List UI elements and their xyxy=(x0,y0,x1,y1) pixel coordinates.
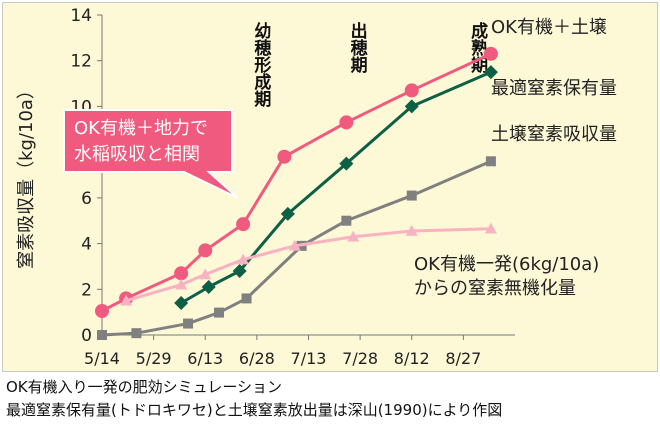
x-tick-label: 5/14 xyxy=(84,349,120,368)
data-point-triangle xyxy=(199,268,212,280)
series-label: 土壌窒素吸収量 xyxy=(491,124,617,145)
callout-text: OK有機＋地力で xyxy=(74,118,208,139)
data-point-triangle xyxy=(405,225,418,236)
data-point-diamond xyxy=(404,99,419,114)
data-point-circle xyxy=(174,266,189,281)
y-tick-label: 6 xyxy=(81,189,92,209)
y-axis-title: 窒素吸収量（kg/10a） xyxy=(16,81,37,269)
caption-line-2: 最適窒素保有量(トドロキワセ)と土壌窒素放出量は深山(1990)により作図 xyxy=(6,401,503,419)
data-point-triangle xyxy=(237,253,250,265)
data-point-circle xyxy=(483,46,498,61)
data-point-diamond xyxy=(280,206,295,221)
line-chart: 024681012145/145/296/136/287/137/288/128… xyxy=(16,6,617,368)
y-tick-label: 12 xyxy=(70,52,92,72)
data-point-diamond xyxy=(174,296,189,310)
data-point-square xyxy=(406,190,417,201)
y-tick-label: 2 xyxy=(81,280,92,300)
data-point-circle xyxy=(198,243,213,258)
x-tick-label: 8/27 xyxy=(445,349,481,368)
data-point-square xyxy=(183,318,194,329)
growth-stage-label: 幼穂形成期 xyxy=(250,21,271,108)
series-label: からの窒素無機化量 xyxy=(414,278,576,299)
series-line xyxy=(125,227,491,303)
data-point-square xyxy=(485,156,496,167)
data-point-square xyxy=(214,307,225,318)
x-tick-label: 5/29 xyxy=(136,349,172,368)
growth-stage-label: 出穂期 xyxy=(347,21,368,74)
caption-line-1: OK有機入り一発の肥効シミュレーション xyxy=(6,378,283,396)
growth-stage-label: 成熟期 xyxy=(467,21,488,74)
data-point-triangle xyxy=(120,294,133,306)
data-point-circle xyxy=(277,149,292,164)
y-tick-label: 0 xyxy=(81,326,92,346)
y-tick-label: 4 xyxy=(81,235,92,255)
series-label: OK有機＋土壌 xyxy=(491,17,607,38)
data-point-diamond xyxy=(339,156,354,171)
x-tick-label: 7/28 xyxy=(342,349,378,368)
callout-text: 水稲吸収と相関 xyxy=(74,144,200,165)
data-point-square xyxy=(241,293,252,304)
data-point-diamond xyxy=(232,264,247,278)
data-point-square xyxy=(131,328,142,339)
data-point-square xyxy=(97,330,107,340)
x-tick-label: 6/13 xyxy=(187,349,223,368)
x-tick-label: 6/28 xyxy=(239,349,275,368)
data-point-diamond xyxy=(483,65,498,80)
data-point-circle xyxy=(236,217,251,232)
data-point-circle xyxy=(95,304,109,318)
data-point-triangle xyxy=(484,222,497,234)
data-point-triangle xyxy=(288,239,301,251)
series-label: 最適窒素保有量 xyxy=(491,78,617,99)
x-tick-label: 7/13 xyxy=(291,349,327,368)
x-tick-label: 8/12 xyxy=(394,349,430,368)
data-point-square xyxy=(341,215,352,226)
data-point-diamond xyxy=(201,280,216,294)
plot-background xyxy=(2,2,658,372)
data-point-circle xyxy=(339,115,354,130)
y-tick-label: 14 xyxy=(70,6,92,26)
data-point-triangle xyxy=(347,230,360,242)
series-label: OK有機一発(6kg/10a) xyxy=(414,254,599,275)
callout-bubble xyxy=(63,109,239,199)
data-point-triangle xyxy=(175,278,188,290)
data-point-circle xyxy=(404,83,419,98)
